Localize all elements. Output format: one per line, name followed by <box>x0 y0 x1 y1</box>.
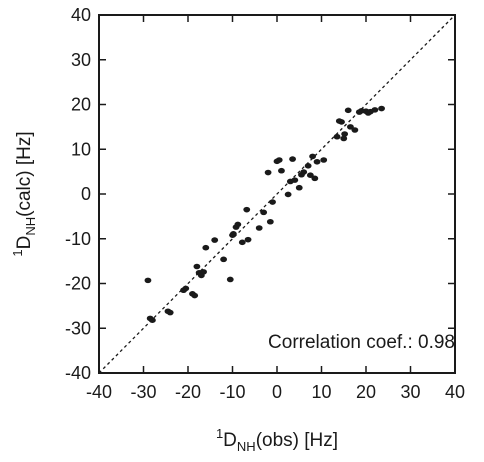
x-tick-labels: -40 -30 -20 -10 0 10 20 30 40 <box>86 382 465 402</box>
data-point <box>182 285 190 292</box>
data-point <box>144 277 152 284</box>
data-point <box>351 127 359 133</box>
data-point <box>344 107 352 114</box>
data-point <box>313 158 321 165</box>
y-axis-label-rest: (calc) [Hz] <box>14 131 35 217</box>
data-point <box>264 169 272 176</box>
data-point <box>275 157 283 163</box>
data-point <box>284 191 292 198</box>
data-point <box>238 239 246 246</box>
correlation-annotation: Correlation coef.: 0.98 <box>268 332 455 353</box>
data-point <box>200 269 207 275</box>
data-point <box>291 177 299 183</box>
data-points <box>144 105 385 323</box>
identity-line <box>98 14 456 374</box>
data-point <box>278 167 285 174</box>
data-point <box>211 237 219 243</box>
x-tick-label: -20 <box>175 382 201 402</box>
data-point <box>166 309 174 316</box>
y-tick-label: 10 <box>71 139 91 159</box>
data-point <box>311 175 319 182</box>
data-point <box>229 231 237 237</box>
data-point <box>306 172 314 179</box>
x-tick-label: 0 <box>272 382 282 402</box>
data-point <box>269 199 276 205</box>
data-point <box>309 153 316 160</box>
y-tick-label: 40 <box>71 5 91 25</box>
data-point <box>378 105 385 112</box>
data-point <box>255 225 263 231</box>
y-tick-label: 0 <box>81 184 91 204</box>
data-point <box>260 209 268 216</box>
data-point <box>202 244 210 251</box>
plot-frame <box>98 14 456 374</box>
data-point <box>193 263 201 270</box>
x-axis-label-sub: NH <box>237 439 256 454</box>
data-point <box>338 119 345 125</box>
x-tick-label: 40 <box>445 382 465 402</box>
data-point <box>341 131 349 137</box>
y-tick-label: -40 <box>65 363 91 383</box>
data-point <box>320 157 328 163</box>
y-axis-label-main: D <box>14 236 35 250</box>
y-tick-label: -30 <box>65 318 91 338</box>
x-axis-label-main: D <box>223 430 237 451</box>
data-point <box>191 292 199 299</box>
y-axis-label-sup: 1 <box>10 249 25 256</box>
x-tick-label: 30 <box>400 382 420 402</box>
y-axis-label: 1DNH(calc) [Hz] <box>10 131 38 256</box>
data-point <box>226 276 234 283</box>
x-tick-label: 10 <box>311 382 331 402</box>
x-tick-label: -30 <box>130 382 156 402</box>
x-axis-label: 1DNH(obs) [Hz] <box>216 426 338 454</box>
x-tick-label: -10 <box>219 382 245 402</box>
x-tick-label: -40 <box>86 382 112 402</box>
y-tick-labels: -40 -30 -20 -10 0 10 20 30 40 <box>65 5 91 383</box>
data-point <box>371 107 379 113</box>
data-point <box>333 133 341 140</box>
x-axis-label-sup: 1 <box>216 426 223 441</box>
data-point <box>234 221 242 228</box>
data-point <box>347 124 354 130</box>
x-tick-label: 20 <box>356 382 376 402</box>
data-point <box>243 206 251 213</box>
y-tick-label: 30 <box>71 50 91 70</box>
data-point <box>266 218 274 225</box>
data-point <box>149 317 156 323</box>
data-point <box>289 156 296 162</box>
data-point <box>304 163 312 169</box>
data-point <box>340 135 348 142</box>
y-tick-label: -20 <box>65 274 91 294</box>
data-point <box>300 169 308 175</box>
y-tick-label: -10 <box>65 229 91 249</box>
y-axis-label-sub: NH <box>23 217 38 236</box>
y-tick-label: 20 <box>71 95 91 115</box>
data-point <box>244 236 252 243</box>
x-axis-label-rest: (obs) [Hz] <box>256 430 338 451</box>
data-point <box>295 184 303 191</box>
data-point <box>220 256 228 263</box>
